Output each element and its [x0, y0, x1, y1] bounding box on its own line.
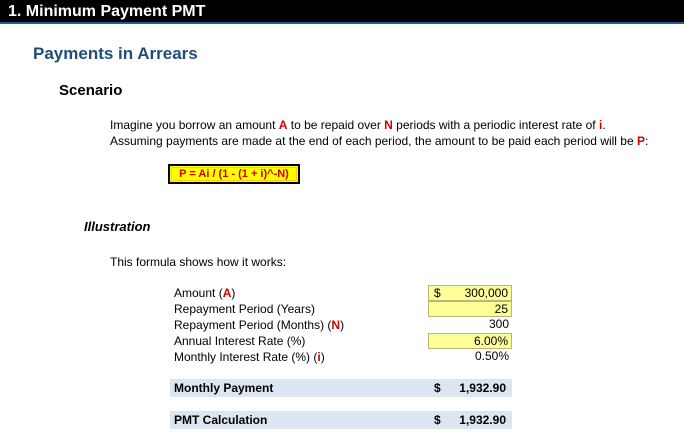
symbol-i: i [598, 118, 603, 132]
currency-symbol: $ [434, 381, 441, 395]
pmt-calculation-label: PMT Calculation [174, 413, 268, 427]
symbol-n: N [331, 318, 341, 332]
scenario-text: : [645, 134, 649, 148]
pmt-calculation-row[interactable]: PMT Calculation $ 1,932.90 [170, 411, 512, 429]
amount-input[interactable]: $ 300,000 [428, 285, 512, 301]
illustration-heading: Illustration [84, 219, 151, 234]
monthly-rate-cell[interactable]: 0.50% [428, 349, 512, 365]
label-text: ) [340, 318, 345, 332]
monthly-payment-value: 1,932.90 [459, 381, 506, 395]
amount-value: 300,000 [464, 286, 508, 300]
years-value: 25 [494, 302, 508, 316]
months-label: Repayment Period (Months) (N) [174, 317, 344, 333]
label-text: Amount ( [174, 286, 223, 300]
currency-symbol: $ [434, 286, 441, 300]
label-text: Annual Interest Rate (%) [174, 334, 306, 348]
annual-rate-value: 6.00% [473, 334, 508, 348]
years-label: Repayment Period (Years) [174, 301, 315, 317]
scenario-line-1: Imagine you borrow an amount A to be rep… [110, 117, 606, 133]
sheet-title: 1. Minimum Payment PMT [0, 0, 684, 24]
label-text: Monthly Interest Rate (%) ( [174, 350, 318, 364]
label-text: Repayment Period (Months) ( [174, 318, 332, 332]
monthly-rate-label: Monthly Interest Rate (%) (i) [174, 349, 325, 365]
monthly-payment-row[interactable]: Monthly Payment $ 1,932.90 [170, 379, 512, 397]
formula-text: P = Ai / (1 - (1 + i)^-N) [179, 168, 289, 180]
formula-cell[interactable]: P = Ai / (1 - (1 + i)^-N) [168, 164, 300, 184]
months-value: 300 [488, 317, 509, 331]
symbol-a: A [278, 118, 288, 132]
monthly-payment-label: Monthly Payment [174, 381, 274, 395]
amount-label: Amount (A) [174, 285, 235, 301]
annual-rate-input[interactable]: 6.00% [428, 333, 512, 349]
scenario-text: periods with a periodic interest rate of [392, 118, 599, 132]
symbol-p: P [637, 134, 646, 148]
scenario-line-2: Assuming payments are made at the end of… [110, 133, 648, 149]
symbol-a: A [222, 286, 232, 300]
scenario-text: . [602, 118, 606, 132]
symbol-i: i [317, 350, 321, 364]
scenario-text: to be repaid over [287, 118, 385, 132]
scenario-text: Imagine you borrow an amount [110, 118, 279, 132]
section-heading: Payments in Arrears [33, 44, 198, 63]
scenario-heading: Scenario [59, 82, 123, 99]
label-text: ) [320, 350, 325, 364]
currency-symbol: $ [434, 413, 441, 427]
monthly-rate-value: 0.50% [474, 349, 509, 363]
years-input[interactable]: 25 [428, 301, 512, 317]
label-text: ) [231, 286, 236, 300]
annual-rate-label: Annual Interest Rate (%) [174, 333, 305, 349]
months-cell[interactable]: 300 [428, 317, 512, 333]
pmt-calculation-value: 1,932.90 [459, 413, 506, 427]
label-text: Repayment Period (Years) [174, 302, 315, 316]
scenario-text: Assuming payments are made at the end of… [110, 134, 637, 148]
illustration-intro: This formula shows how it works: [110, 255, 287, 269]
symbol-n: N [384, 118, 393, 132]
